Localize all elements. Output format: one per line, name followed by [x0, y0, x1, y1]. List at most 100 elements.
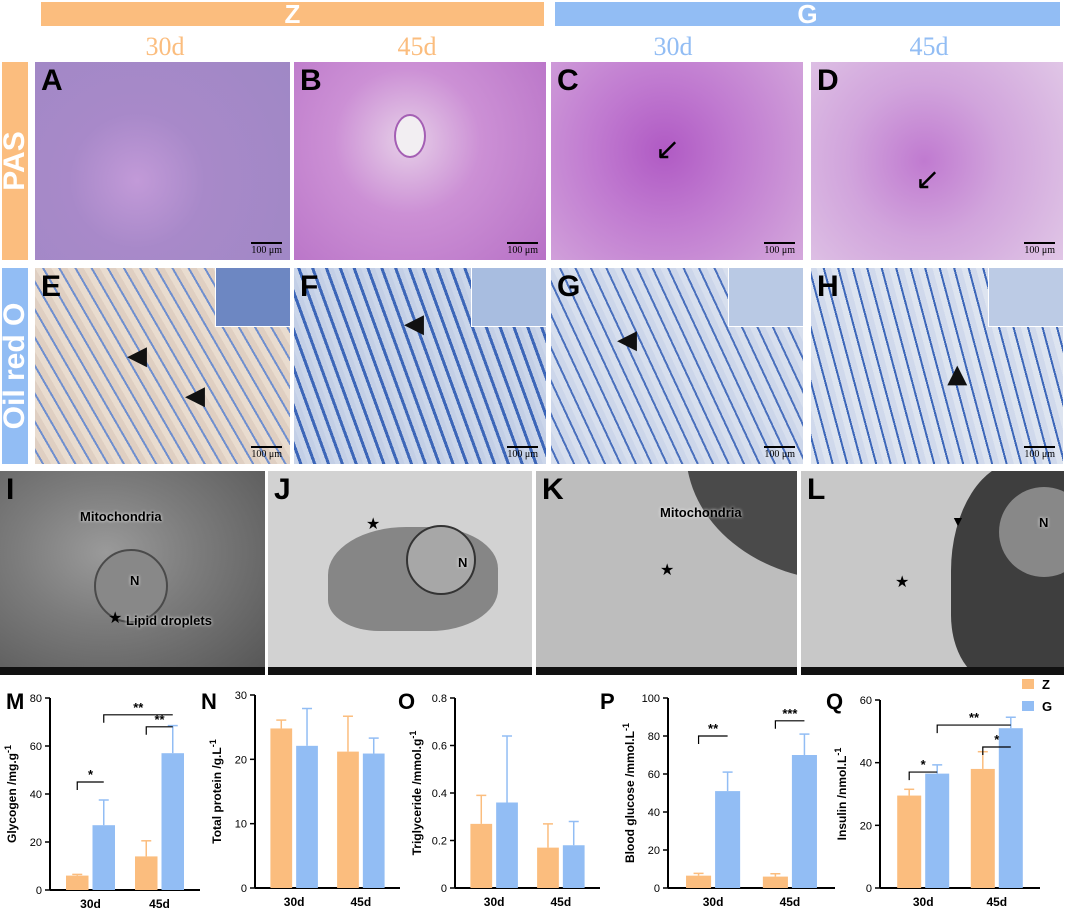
x-tick-label: 30d — [284, 895, 305, 909]
y-tick-label: 20 — [648, 845, 660, 857]
nucleus — [94, 549, 168, 623]
x-tick-label: 30d — [80, 897, 101, 911]
row-label-pas: PAS — [0, 62, 31, 260]
bar-g-30d — [715, 791, 741, 888]
mitochondria-label: Mitochondria — [80, 509, 162, 524]
y-tick-label: 60 — [30, 741, 42, 753]
legend-swatch-z — [1022, 679, 1034, 689]
tem-info-bar — [268, 667, 532, 675]
bar-z-30d — [66, 875, 89, 890]
scale-bar-a: 100 μm — [251, 242, 282, 256]
bar-g-30d — [92, 825, 115, 890]
panel-letter-h: H — [817, 270, 839, 303]
pas-micrograph-a: A 100 μm — [35, 62, 290, 260]
day-label-g-45d: 45d — [909, 32, 949, 61]
x-tick-label: 45d — [551, 895, 572, 909]
panel-letter-a: A — [41, 64, 63, 97]
panel-letter-p: P — [600, 689, 615, 714]
y-axis-label-sup: -1 — [833, 748, 843, 756]
y-tick-label: 20 — [30, 837, 42, 849]
group-banner-g-label: G — [797, 0, 818, 29]
y-tick-label: 0.4 — [432, 788, 447, 800]
significance-marker: ** — [154, 712, 165, 727]
significance-bracket — [774, 720, 805, 729]
y-tick-label: 0.6 — [432, 741, 447, 753]
arrowhead-icon: ◀ — [404, 308, 424, 338]
bar-z-45d — [135, 856, 158, 890]
pas-micrograph-d: D ↙ 100 μm — [811, 62, 1063, 260]
x-tick-label: 45d — [780, 895, 801, 909]
chart-n: N 0 10 20 30 Total protein /g.L-1 30d 45d — [201, 689, 400, 909]
significance-marker: ** — [708, 721, 719, 736]
bar-g-45d — [791, 755, 817, 888]
significance-bracket — [76, 781, 104, 790]
panel-letter-b: B — [300, 64, 322, 97]
panel-letter-f: F — [300, 270, 319, 303]
x-tick-label: 30d — [484, 895, 505, 909]
scale-bar-f: 100 μm — [507, 446, 538, 460]
lipid-droplets-label: Lipid droplets — [126, 613, 212, 628]
star-icon: ★ — [660, 562, 675, 579]
significance-bracket — [145, 726, 173, 735]
oil-red-micrograph-h: H ◀ 100 μm — [811, 268, 1063, 464]
scale-bar-e: 100 μm — [251, 446, 282, 460]
y-tick-label: 0 — [241, 883, 247, 895]
day-label-g-30d: 30d — [653, 32, 693, 61]
bar-g-45d — [562, 845, 585, 888]
scale-bar-g: 100 μm — [764, 446, 795, 460]
panel-letter-e: E — [41, 270, 62, 303]
bar-z-30d — [686, 875, 712, 888]
group-banner-g: G — [555, 0, 1060, 29]
bar-z-45d — [337, 751, 359, 888]
legend-label-z: Z — [1042, 677, 1050, 692]
y-tick-label: 0 — [654, 883, 660, 895]
cytoplasm-dark — [686, 471, 797, 581]
x-tick-label: 30d — [913, 895, 934, 909]
y-tick-label: 80 — [30, 693, 42, 705]
legend-swatch-g — [1022, 701, 1034, 711]
arrowhead-icon: ▼ — [951, 513, 965, 529]
panel-letter-g: G — [557, 270, 581, 303]
y-tick-label: 30 — [235, 690, 247, 702]
star-icon: ★ — [366, 516, 381, 533]
tem-info-bar — [0, 667, 265, 675]
panel-letter-k: K — [542, 473, 564, 506]
row-label-pas-text: PAS — [0, 131, 31, 191]
inset-image — [471, 268, 546, 327]
row-label-oil-red-o: Oil red O — [0, 268, 31, 464]
y-tick-label: 0 — [866, 883, 872, 895]
day-label-z-30d: 30d — [145, 32, 185, 61]
oil-red-micrograph-f: F ◀ 100 μm — [294, 268, 546, 464]
nucleus-label: N — [130, 573, 140, 588]
legend-label-g: G — [1042, 699, 1052, 714]
panel-letter-q: Q — [826, 689, 843, 714]
oil-red-micrograph-e: E ◀ ◀ 100 μm — [35, 268, 290, 464]
significance-marker: * — [994, 732, 1000, 747]
tem-micrograph-k: K Mitochondria ★ — [536, 471, 797, 675]
significance-marker: * — [921, 757, 927, 772]
pas-micrograph-c: C ↙ 100 μm — [551, 62, 803, 260]
panel-letter-j: J — [274, 473, 291, 506]
y-tick-label: 0.8 — [432, 693, 447, 705]
bar-z-45d — [762, 876, 788, 888]
y-axis-label: Glycogen /mg.g-1 — [3, 745, 19, 843]
row-label-oil-text: Oil red O — [0, 302, 31, 430]
arrowhead-icon: ◀ — [617, 324, 637, 354]
y-tick-label: 100 — [642, 693, 660, 705]
day-label-z-45d: 45d — [397, 32, 437, 61]
tem-micrograph-l: L ▼ ★ N — [801, 471, 1064, 675]
y-axis-label: Triglyceride /mmol.g-1 — [408, 731, 424, 856]
pas-micrograph-b: B 100 μm — [294, 62, 546, 260]
nucleus — [406, 525, 476, 595]
nucleus — [999, 487, 1064, 577]
bar-g-45d — [362, 753, 385, 888]
x-tick-label: 30d — [703, 895, 724, 909]
significance-marker: ** — [969, 710, 980, 725]
inset-image — [215, 268, 290, 327]
significance-marker: * — [88, 767, 94, 782]
bar-g-30d — [925, 773, 950, 888]
x-tick-label: 45d — [351, 895, 372, 909]
